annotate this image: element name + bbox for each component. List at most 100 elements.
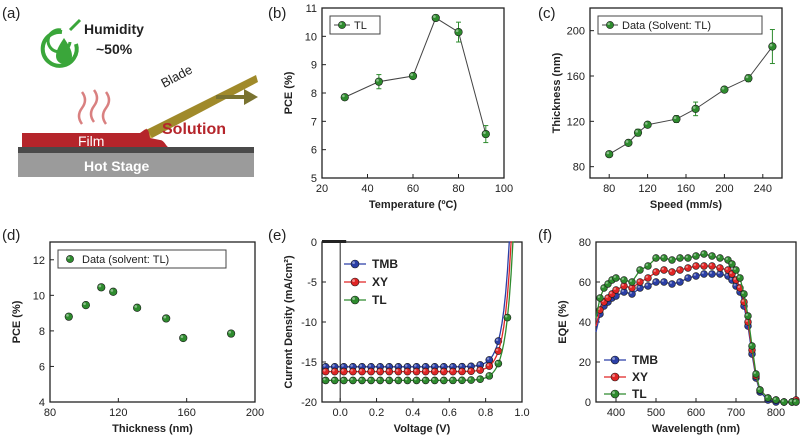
jv-point <box>467 367 475 376</box>
jv-point <box>430 367 439 376</box>
eqe-point-highlight <box>597 295 600 298</box>
jv-point-highlight <box>459 377 462 381</box>
y-axis-label: PCE (%) <box>283 71 295 114</box>
data-point-highlight <box>692 106 696 109</box>
jv-point <box>394 376 403 385</box>
jv-point <box>367 367 375 376</box>
series-line <box>344 17 487 135</box>
jv-point-highlight <box>495 338 499 342</box>
solution-label: Solution <box>162 121 226 138</box>
eqe-point-highlight <box>645 263 648 266</box>
x-tick-label: 160 <box>677 183 695 195</box>
data-point-highlight <box>455 29 459 33</box>
eqe-point-highlight <box>685 275 688 278</box>
eqe-point <box>652 254 660 262</box>
eqe-point <box>636 278 644 286</box>
jv-point-highlight <box>459 364 462 367</box>
eqe-point-highlight <box>629 279 632 282</box>
jv-point-highlight <box>359 364 362 367</box>
hot-stage <box>18 153 254 177</box>
eqe-point-highlight <box>781 399 784 402</box>
legend-label: TL <box>632 387 647 401</box>
jv-point-highlight <box>332 364 335 367</box>
jv-point-highlight <box>405 377 408 381</box>
humidity-icon <box>40 18 82 68</box>
jv-point <box>449 376 457 385</box>
eqe-point-highlight <box>669 281 672 284</box>
y-tick-label: -5 <box>307 277 317 289</box>
jv-point-highlight <box>441 377 444 381</box>
x-tick-label: 80 <box>603 183 615 195</box>
eqe-point <box>708 262 716 270</box>
eqe-point <box>668 280 676 288</box>
eqe-point-highlight <box>661 267 664 270</box>
data-point <box>179 333 188 343</box>
solution-meniscus <box>140 129 168 147</box>
legend-marker-highlight <box>352 261 355 264</box>
data-point <box>408 71 418 81</box>
eqe-point <box>676 266 684 274</box>
y-tick-label: 6 <box>311 145 317 157</box>
eqe-point <box>660 266 668 274</box>
data-point-highlight <box>83 302 86 306</box>
legend-label: TL <box>354 20 367 32</box>
eqe-point-highlight <box>653 279 656 282</box>
y-tick-label: -10 <box>301 317 317 329</box>
jv-point <box>458 376 466 385</box>
jv-point-highlight <box>414 364 417 367</box>
chart-f: 400 500 600 700 800 0 20 40 60 80 Wavelength (nm) E… <box>557 237 800 435</box>
x-tick-label: 0.2 <box>369 407 384 419</box>
y-tick-label: -15 <box>301 357 317 369</box>
schematic-panel: (a) Humidity ~50% Blade Film Solution <box>2 5 258 177</box>
eqe-point-highlight <box>653 269 656 272</box>
data-point <box>226 329 236 338</box>
eqe-point <box>612 286 620 294</box>
jv-point <box>485 362 494 370</box>
x-tick-label: 240 <box>754 183 772 195</box>
eqe-point-highlight <box>661 279 664 282</box>
legend-marker-highlight <box>352 279 355 282</box>
jv-point <box>376 376 384 385</box>
eqe-point <box>728 260 736 268</box>
jv-point-highlight <box>441 364 444 367</box>
jv-point <box>476 375 484 383</box>
eqe-point-highlight <box>613 287 616 290</box>
eqe-point <box>700 270 708 278</box>
jv-point <box>394 367 403 376</box>
x-tick-label: 40 <box>361 183 373 195</box>
chart-b: 20 40 60 80 100 5 6 7 8 9 10 11 Temperature (ºC) PCE … <box>283 3 513 211</box>
jv-point-highlight <box>423 377 426 381</box>
data-point-highlight <box>134 305 138 308</box>
eqe-point-highlight <box>733 277 736 280</box>
stage-top <box>18 147 254 153</box>
x-tick-label: 20 <box>316 183 328 195</box>
legend-marker-highlight <box>607 22 610 25</box>
x-tick-label: 80 <box>452 183 464 195</box>
eqe-point-highlight <box>745 313 748 316</box>
legend-marker-highlight <box>339 22 342 25</box>
legend-marker <box>338 21 346 29</box>
y-tick-label: 9 <box>311 60 317 72</box>
eqe-point <box>596 294 604 302</box>
jv-point-highlight <box>441 369 444 372</box>
eqe-point <box>708 252 716 260</box>
x-tick-label: 400 <box>607 407 625 419</box>
legend-marker <box>350 259 360 269</box>
y-tick-label: 10 <box>305 31 317 43</box>
jv-point <box>321 367 330 376</box>
eqe-point <box>716 254 724 262</box>
jv-point-highlight <box>459 369 462 372</box>
y-tick-label: 60 <box>579 277 591 289</box>
stage-label: Hot Stage <box>84 158 150 174</box>
jv-curve-tmb <box>322 241 511 368</box>
eqe-point <box>700 262 708 270</box>
eqe-point-highlight <box>725 267 728 270</box>
y-axis-label: Thickness (nm) <box>551 52 563 133</box>
jv-point-highlight <box>495 361 499 364</box>
eqe-point <box>652 268 660 276</box>
eqe-point <box>692 252 700 260</box>
eqe-point-highlight <box>621 283 624 286</box>
jv-point <box>494 347 503 355</box>
chart-d: 80 120 160 200 4 6 8 10 12 Thickness (nm) PCE (%) D… <box>11 241 264 435</box>
